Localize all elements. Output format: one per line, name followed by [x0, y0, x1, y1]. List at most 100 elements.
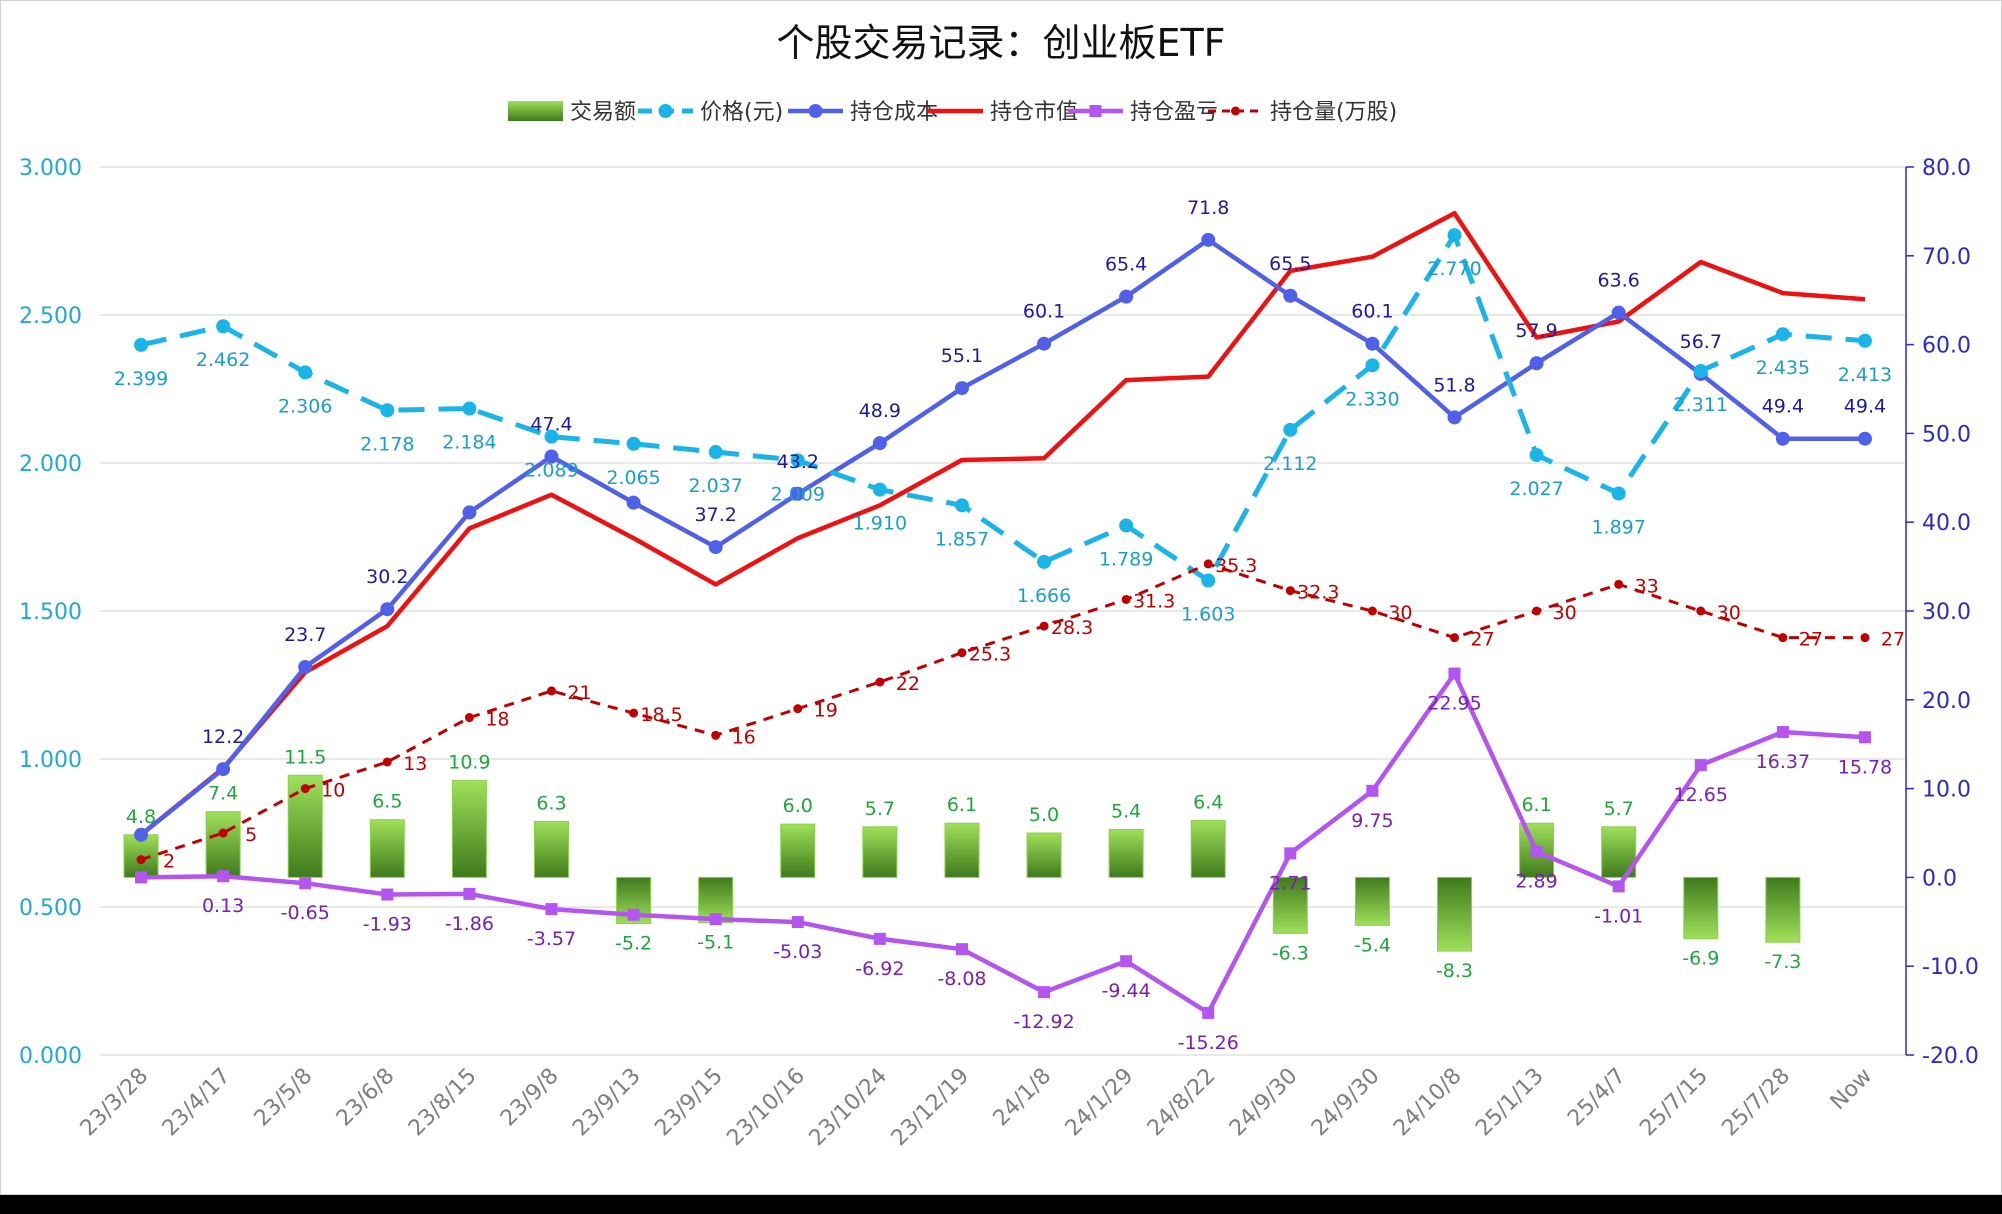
series-marker [1283, 288, 1298, 303]
line-data-label: 22.95 [1427, 693, 1481, 715]
series-line [140, 232, 1866, 583]
line-data-label: 2.435 [1756, 357, 1810, 379]
line-data-label: 16 [732, 726, 756, 748]
bar-data-label: 6.4 [1193, 792, 1223, 814]
line-data-label: 5 [245, 824, 257, 846]
line-data-label: -0.65 [281, 902, 330, 924]
series-marker [1696, 606, 1706, 616]
legend-label: 持仓量(万股) [1270, 100, 1397, 125]
bar [944, 822, 980, 878]
series-marker [1532, 606, 1542, 616]
series-marker [1201, 232, 1216, 247]
left-tick-label: 0.000 [19, 1044, 82, 1069]
line-data-label: 65.4 [1105, 254, 1147, 276]
bar-data-label: -8.3 [1436, 960, 1473, 982]
bar [1437, 876, 1472, 952]
series-marker [1857, 431, 1872, 446]
bar-data-label: 6.5 [372, 791, 402, 813]
legend-swatch [508, 101, 563, 121]
x-tick-label: 25/7/15 [1635, 1064, 1713, 1142]
line-data-label: -1.01 [1594, 905, 1643, 927]
bar-data-label: -6.3 [1272, 942, 1309, 964]
line-data-label: 27 [1881, 629, 1905, 651]
series-marker [547, 686, 556, 696]
series-marker [298, 365, 313, 380]
line-data-label: 51.8 [1433, 374, 1475, 396]
line-data-label: 30 [1388, 602, 1412, 624]
line-data-label: 0.13 [202, 895, 244, 917]
line-data-label: 2.413 [1838, 364, 1892, 386]
line-data-label: 2.065 [606, 467, 660, 489]
bar-data-label: 6.1 [947, 794, 977, 816]
legend-marker [808, 104, 823, 118]
right-tick-label: 20.0 [1922, 689, 1971, 714]
series-marker [1284, 847, 1297, 860]
series-marker [1366, 784, 1379, 797]
series-marker [462, 401, 477, 416]
line-data-label: 25.3 [969, 644, 1011, 666]
legend-label: 持仓市值 [990, 100, 1078, 125]
line-data-label: 16.37 [1756, 751, 1810, 773]
x-tick-label: 24/1/8 [989, 1064, 1057, 1132]
series-marker [1775, 327, 1790, 342]
series-marker [1283, 422, 1298, 437]
line-data-label: 65.5 [1269, 253, 1311, 275]
series-marker [626, 495, 641, 510]
left-tick-label: 1.500 [19, 600, 82, 625]
x-tick-label: 25/4/7 [1563, 1064, 1631, 1132]
series-marker [709, 913, 722, 926]
series-marker [790, 486, 805, 501]
bar-data-label: 5.7 [1604, 798, 1634, 820]
line-data-label: 1.789 [1099, 548, 1153, 570]
series-marker [382, 757, 392, 767]
series-marker [1447, 228, 1462, 243]
series-marker [1203, 559, 1213, 569]
series-marker [708, 540, 723, 555]
line-data-label: 2.330 [1345, 388, 1399, 410]
series-marker [1120, 955, 1133, 968]
x-tick-label: 25/7/28 [1717, 1064, 1795, 1142]
legend-marker [1089, 105, 1102, 117]
bar-series [123, 774, 1801, 952]
right-tick-label: -20.0 [1922, 1044, 1979, 1069]
line-data-label: 30 [1717, 602, 1741, 624]
series-marker [1365, 336, 1380, 351]
line-data-label: 2.311 [1674, 394, 1728, 416]
series-marker [627, 908, 640, 921]
legend-label: 交易额 [570, 100, 636, 125]
line-data-label: -5.03 [773, 941, 822, 963]
line-data-label: 27 [1799, 629, 1823, 651]
line-data-label: 63.6 [1598, 270, 1640, 292]
series-marker [1778, 633, 1788, 643]
legend-marker [658, 104, 673, 118]
right-tick-label: 80.0 [1922, 156, 1971, 181]
line-data-label: 2.399 [114, 368, 168, 390]
line-data-label: 60.1 [1351, 301, 1393, 323]
line-data-label: -8.08 [937, 968, 986, 990]
line-data-label: 33 [1635, 575, 1659, 597]
series-marker [1201, 573, 1216, 588]
series-marker [875, 677, 885, 687]
series-marker [299, 877, 312, 890]
series-marker [1529, 448, 1544, 463]
series-marker [1611, 486, 1626, 501]
bar [1683, 876, 1719, 940]
line-data-label: 22 [896, 673, 920, 695]
line-data-label: 28.3 [1051, 617, 1093, 639]
line-data-label: 2.71 [1269, 872, 1311, 894]
series-marker [872, 436, 887, 451]
bar-data-label: 5.4 [1111, 800, 1141, 822]
series-marker [1285, 586, 1295, 596]
line-data-label: 55.1 [941, 345, 983, 367]
series-marker [1037, 336, 1052, 351]
x-tick-label: 23/3/28 [76, 1064, 154, 1142]
bar-data-label: 6.0 [783, 795, 813, 817]
x-tick-label: 23/12/19 [887, 1064, 975, 1152]
bar [1354, 876, 1390, 926]
x-tick-label: 23/4/17 [158, 1064, 236, 1142]
line-data-label: 13 [403, 753, 427, 775]
bar [451, 780, 487, 878]
bar-data-label: -5.2 [615, 933, 652, 955]
line-data-label: 18.5 [640, 704, 682, 726]
legend-label: 持仓盈亏 [1130, 100, 1218, 125]
